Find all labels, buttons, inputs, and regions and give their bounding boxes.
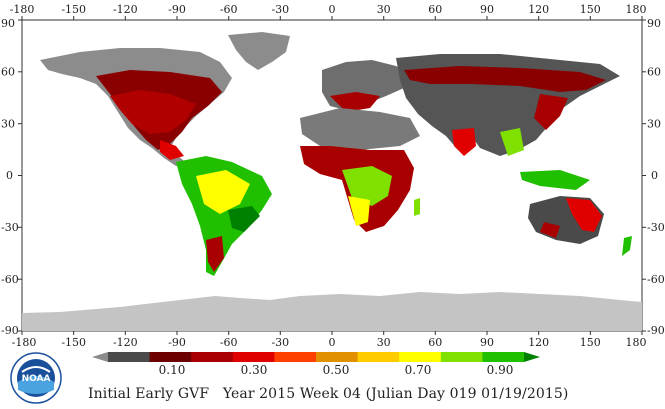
greenland — [228, 32, 290, 70]
caption-week: Week 04 — [299, 386, 362, 402]
lon-label: -60 — [220, 3, 238, 16]
lon-label: 90 — [480, 336, 494, 349]
lat-label: 60 — [647, 66, 661, 79]
legend-min-arrow — [92, 352, 108, 362]
lat-label: 90 — [1, 17, 15, 30]
legend-swatch — [274, 352, 317, 362]
lon-label: 60 — [428, 3, 442, 16]
lon-labels-top: -180 -150 -120 -90 -60 -30 0 30 60 90 12… — [10, 3, 647, 16]
legend-max-arrow — [524, 352, 540, 362]
lon-label: -60 — [220, 336, 238, 349]
lat-labels-left: 90 60 30 0 -30 -60 -90 — [1, 17, 19, 337]
lat-label: -90 — [1, 324, 19, 337]
legend-labels: 0.10 0.30 0.50 0.70 0.90 — [159, 363, 514, 377]
new-zealand — [622, 236, 632, 256]
lon-label: -120 — [113, 336, 138, 349]
lat-label: -30 — [647, 221, 665, 234]
lat-label: -90 — [647, 324, 665, 337]
lon-label: -150 — [61, 3, 86, 16]
land-layer — [22, 32, 642, 331]
north-africa — [300, 108, 420, 150]
lon-label: 180 — [626, 3, 647, 16]
legend-label: 0.50 — [323, 363, 350, 377]
lat-label: 0 — [6, 169, 13, 182]
legend-label: 0.10 — [159, 363, 186, 377]
lon-label: 30 — [377, 3, 391, 16]
lon-label: 0 — [329, 336, 336, 349]
maritime-southeast-asia — [520, 170, 590, 190]
lat-label: 0 — [651, 169, 658, 182]
madagascar — [414, 198, 420, 216]
lon-label: 120 — [528, 3, 549, 16]
lon-label: 60 — [428, 336, 442, 349]
legend-label: 0.90 — [487, 363, 514, 377]
lat-labels-right: 90 60 30 0 -30 -60 -90 — [647, 17, 665, 337]
noaa-logo-text: NOAA — [22, 374, 51, 384]
lon-label: 150 — [580, 3, 601, 16]
lat-label: 30 — [647, 117, 661, 130]
lon-label: 0 — [329, 3, 336, 16]
lon-tick-marks — [21, 16, 643, 335]
lon-label: 150 — [580, 336, 601, 349]
legend-swatch — [357, 352, 400, 362]
caption-year: Year 2015 — [222, 386, 296, 402]
color-legend-bar — [92, 352, 540, 362]
lon-label: -90 — [168, 3, 186, 16]
lon-label: -30 — [271, 3, 289, 16]
legend-swatch — [108, 352, 151, 362]
lon-label: -180 — [10, 3, 35, 16]
lat-label: -60 — [647, 273, 665, 286]
legend-swatch — [191, 352, 234, 362]
lon-label: -90 — [168, 336, 186, 349]
lat-label: 60 — [1, 66, 15, 79]
legend-swatch — [232, 352, 275, 362]
caption-product: Initial Early GVF — [88, 386, 210, 402]
lat-label: 90 — [647, 17, 661, 30]
lon-label: -180 — [12, 336, 37, 349]
map-caption: Initial Early GVF Year 2015 Week 04 (Jul… — [88, 386, 568, 402]
legend-swatch — [399, 352, 442, 362]
lon-label: -150 — [61, 336, 86, 349]
caption-julian: (Julian Day 019 01/19/2015) — [365, 386, 569, 402]
legend-swatch — [316, 352, 359, 362]
lon-labels-bottom: -180 -150 -120 -90 -60 -30 0 30 60 90 12… — [12, 336, 647, 349]
lon-label: -120 — [113, 3, 138, 16]
lon-label: 120 — [528, 336, 549, 349]
lon-label: 90 — [480, 3, 494, 16]
legend-label: 0.70 — [405, 363, 432, 377]
legend-label: 0.30 — [241, 363, 268, 377]
noaa-logo: NOAA — [10, 352, 62, 404]
legend-swatch — [149, 352, 192, 362]
antarctica — [22, 292, 642, 331]
lon-label: -30 — [271, 336, 289, 349]
lon-label: 30 — [377, 336, 391, 349]
lat-tick-marks — [18, 19, 646, 332]
lat-label: 30 — [1, 117, 15, 130]
lat-label: -30 — [1, 221, 19, 234]
legend-swatch — [482, 352, 525, 362]
legend-swatch — [440, 352, 483, 362]
lon-label: 180 — [626, 336, 647, 349]
lat-label: -60 — [1, 273, 19, 286]
